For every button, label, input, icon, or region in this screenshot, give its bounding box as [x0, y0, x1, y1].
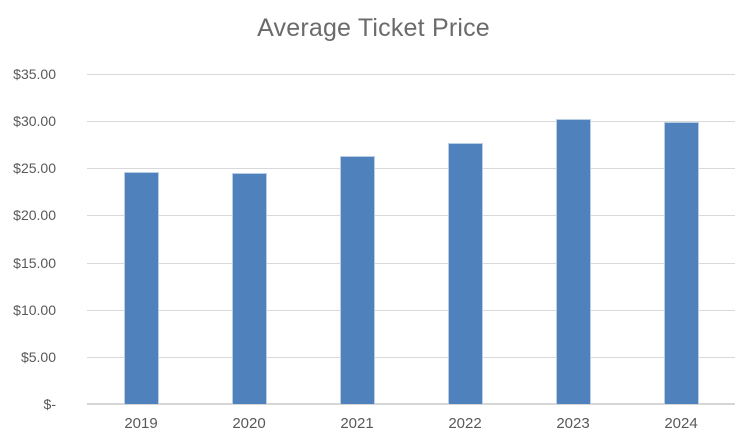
y-tick-label: $10.00 — [13, 301, 56, 318]
y-tick-label: $20.00 — [13, 207, 56, 224]
y-axis-labels: $35.00 $30.00 $25.00 $20.00 $15.00 $10.00 $5.0… — [0, 0, 66, 448]
x-axis-labels: 2019 2020 2021 2022 2023 2024 — [87, 415, 735, 433]
y-tick-label: $5.00 — [20, 348, 56, 365]
y-tick-label: $25.00 — [13, 160, 56, 177]
y-tick-label: $35.00 — [13, 66, 56, 82]
gridline — [87, 309, 735, 311]
x-axis-line — [87, 403, 735, 405]
bar-2024 — [663, 122, 699, 404]
gridline — [87, 121, 735, 123]
bar-slot — [87, 74, 195, 404]
gridline — [87, 262, 735, 264]
bar-2020 — [231, 173, 267, 404]
gridline — [87, 215, 735, 217]
bar-2021 — [339, 156, 375, 404]
x-tick-label-2022: 2022 — [448, 415, 482, 432]
y-tick-label: $- — [43, 396, 56, 412]
gridline — [87, 74, 735, 75]
bar-slot — [519, 74, 627, 404]
chart-title: Average Ticket Price — [257, 14, 490, 42]
bar-slot — [411, 74, 519, 404]
x-tick-label-2020: 2020 — [232, 415, 266, 432]
bar-2023 — [555, 119, 591, 404]
x-tick-label-2024: 2024 — [664, 415, 698, 432]
bar-slot — [303, 74, 411, 404]
gridline — [87, 356, 735, 358]
bar-slot — [195, 74, 303, 404]
x-tick-label-2019: 2019 — [124, 415, 158, 432]
bar-slot — [627, 74, 735, 404]
x-tick-label-2023: 2023 — [556, 415, 590, 432]
bar-2019 — [123, 172, 159, 404]
bar-2022 — [447, 142, 483, 404]
x-tick-label-2021: 2021 — [340, 415, 374, 432]
bars — [87, 74, 735, 404]
y-tick-label: $15.00 — [13, 254, 56, 271]
plot-area — [87, 74, 735, 405]
y-tick-label: $30.00 — [13, 113, 56, 130]
gridline — [87, 168, 735, 170]
